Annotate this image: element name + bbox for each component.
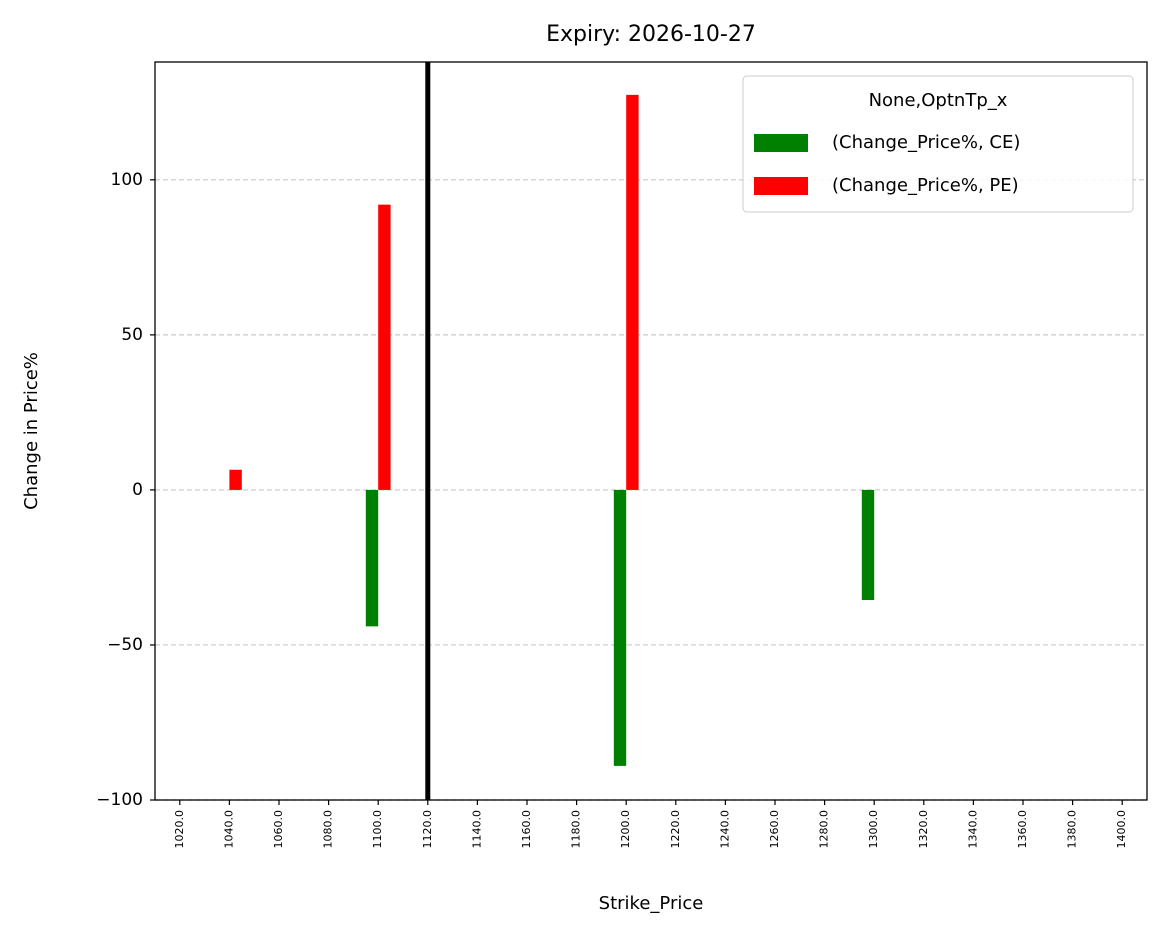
- legend-label: (Change_Price%, PE): [832, 175, 1019, 196]
- y-tick-label: −100: [96, 790, 143, 810]
- x-tick-label: 1180.0: [570, 810, 583, 849]
- x-tick-label: 1300.0: [867, 810, 880, 849]
- legend-swatch: [754, 177, 808, 195]
- bar: [613, 489, 627, 766]
- y-tick-label: 0: [132, 480, 143, 500]
- legend-swatch: [754, 134, 808, 152]
- chart-title: Expiry: 2026-10-27: [546, 22, 756, 47]
- x-tick-label: 1040.0: [222, 810, 235, 849]
- legend-label: (Change_Price%, CE): [832, 132, 1020, 153]
- y-tick-label: −50: [107, 635, 143, 655]
- x-tick-label: 1140.0: [470, 810, 483, 849]
- legend-title: None,OptnTp_x: [869, 90, 1008, 111]
- x-tick-label: 1200.0: [619, 810, 632, 849]
- x-tick-label: 1020.0: [173, 810, 186, 849]
- x-tick-label: 1080.0: [322, 810, 335, 849]
- bar: [378, 204, 391, 490]
- plot-frame: [154, 61, 1148, 801]
- x-tick-label: 1060.0: [272, 810, 285, 849]
- x-tick-label: 1220.0: [669, 810, 682, 849]
- bar: [861, 489, 875, 600]
- y-tick-label: 50: [121, 325, 143, 345]
- y-axis-label: Change in Price%: [21, 352, 42, 510]
- bar: [365, 489, 379, 627]
- x-tick-label: 1380.0: [1066, 810, 1079, 849]
- x-tick-label: 1400.0: [1115, 810, 1128, 849]
- x-tick-label: 1320.0: [917, 810, 930, 849]
- x-tick-label: 1340.0: [966, 810, 979, 849]
- x-tick-label: 1280.0: [818, 810, 831, 849]
- x-tick-label: 1120.0: [421, 810, 434, 849]
- x-tick-label: 1360.0: [1016, 810, 1029, 849]
- y-tick-label: 100: [111, 170, 143, 190]
- x-tick-label: 1240.0: [718, 810, 731, 849]
- bar: [626, 94, 639, 490]
- x-tick-label: 1100.0: [371, 810, 384, 849]
- x-tick-label: 1260.0: [768, 810, 781, 849]
- x-axis-label: Strike_Price: [599, 893, 704, 914]
- bar: [229, 469, 242, 490]
- x-tick-label: 1160.0: [520, 810, 533, 849]
- legend-box: [742, 75, 1134, 213]
